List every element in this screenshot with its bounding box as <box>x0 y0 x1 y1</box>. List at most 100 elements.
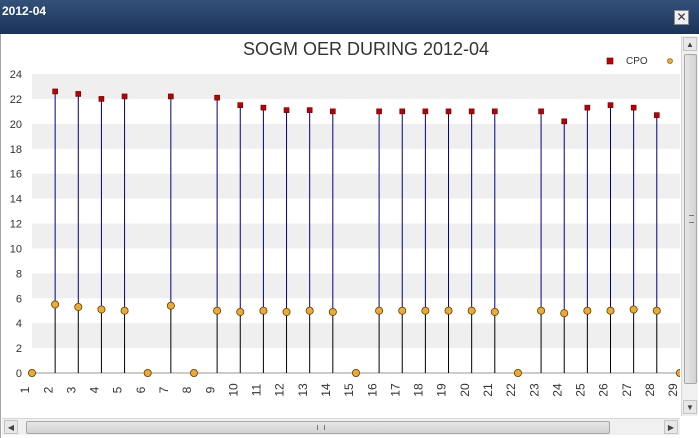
cpo-point <box>98 96 105 102</box>
chevron-up-icon: ▲ <box>686 40 694 49</box>
cpo-point <box>376 108 382 115</box>
cpo-point <box>168 93 174 100</box>
cpo-point <box>630 104 637 111</box>
scroll-right-button[interactable]: ▶ <box>664 420 678 434</box>
y-tick-label: 20 <box>10 119 22 131</box>
cpo-point <box>607 102 614 108</box>
x-tick-label: 10 <box>226 383 240 397</box>
cpo-point <box>561 118 568 125</box>
y-tick-label: 18 <box>10 144 22 156</box>
y-tick-label: 0 <box>16 368 22 380</box>
y-tick-label: 16 <box>10 169 22 181</box>
secondary-point <box>629 305 638 314</box>
secondary-point <box>652 306 661 315</box>
x-tick-label: 25 <box>574 383 588 397</box>
secondary-point <box>560 309 569 318</box>
y-tick-label: 12 <box>10 219 22 231</box>
scroll-down-button[interactable]: ▼ <box>683 400 697 414</box>
x-tick-label: 13 <box>296 383 310 397</box>
secondary-point <box>421 306 430 315</box>
secondary-point <box>513 368 522 377</box>
x-tick-label: 24 <box>550 383 564 397</box>
scroll-left-button[interactable]: ◀ <box>4 420 18 434</box>
window-title: 2012-04 <box>2 4 47 18</box>
x-tick-label: 23 <box>527 383 541 397</box>
grid-band <box>32 123 680 149</box>
cpo-point <box>468 108 475 115</box>
grid-band <box>32 323 680 349</box>
cpo-point <box>260 104 267 111</box>
x-tick-label: 17 <box>388 383 402 397</box>
secondary-point <box>259 306 268 315</box>
secondary-point <box>27 368 36 377</box>
x-tick-label: 27 <box>620 383 634 397</box>
x-tick-label: 11 <box>250 383 264 396</box>
x-tick-label: 21 <box>481 383 495 397</box>
x-tick-label: 4 <box>88 386 102 393</box>
x-tick-labels: 1 2 3 4 5 6 7 8 9 10 11 12 13 14 15 16 17 18 19 20 21 22 23 24 2… <box>18 383 680 397</box>
secondary-point <box>351 368 360 377</box>
x-tick-label: 3 <box>64 386 78 393</box>
grid-band <box>32 273 680 299</box>
secondary-point <box>166 301 175 310</box>
secondary-point <box>236 307 245 316</box>
x-tick-label: 1 <box>18 386 32 393</box>
secondary-point <box>606 306 615 315</box>
y-tick-label: 24 <box>10 69 22 81</box>
grip-icon <box>317 425 325 430</box>
x-tick-label: 5 <box>111 386 125 393</box>
cpo-point <box>491 108 498 115</box>
secondary-point <box>97 305 106 314</box>
chevron-down-icon: ▼ <box>686 403 694 412</box>
x-tick-label: 6 <box>134 386 148 393</box>
secondary-point <box>213 306 222 315</box>
cpo-point <box>52 88 58 95</box>
y-tick-label: 4 <box>16 318 22 330</box>
y-tick-label: 22 <box>10 94 22 106</box>
cpo-point <box>330 108 336 115</box>
y-tick-label: 6 <box>16 293 22 305</box>
scroll-up-button[interactable]: ▲ <box>683 37 697 51</box>
vertical-scroll-thumb[interactable] <box>684 54 697 384</box>
cpo-point <box>445 108 452 115</box>
cpo-point <box>75 91 82 97</box>
cpo-point <box>584 104 591 111</box>
y-tick-label: 10 <box>10 243 22 255</box>
chevron-left-icon: ◀ <box>7 423 15 432</box>
cpo-point <box>214 94 220 101</box>
x-tick-label: 26 <box>597 383 611 397</box>
secondary-point <box>444 306 453 315</box>
legend-cpo-marker <box>606 57 614 65</box>
vertical-scrollbar[interactable]: ▲ ▼ <box>681 36 698 416</box>
x-tick-label: 16 <box>365 383 379 397</box>
y-tick-label: 8 <box>16 268 22 280</box>
chart-legend: CPO <box>606 56 673 67</box>
close-icon: ✕ <box>676 10 687 24</box>
x-tick-label: 20 <box>458 383 472 397</box>
chevron-right-icon: ▶ <box>667 423 675 432</box>
y-tick-label: 2 <box>16 343 22 355</box>
x-tick-label: 28 <box>643 383 657 397</box>
cpo-point <box>422 108 429 115</box>
x-tick-label: 9 <box>203 386 217 393</box>
secondary-point <box>328 307 337 316</box>
x-tick-label: 8 <box>180 386 194 393</box>
x-tick-label: 2 <box>41 386 55 393</box>
cpo-point <box>306 107 313 113</box>
secondary-point <box>305 306 314 315</box>
chart-grid-bands <box>32 74 680 349</box>
x-tick-label: 12 <box>273 383 287 397</box>
horizontal-scroll-thumb[interactable] <box>26 421 610 434</box>
secondary-point <box>375 306 384 315</box>
secondary-point <box>120 306 129 315</box>
secondary-point <box>51 300 60 309</box>
secondary-point <box>398 306 407 315</box>
secondary-point <box>282 307 291 316</box>
secondary-point <box>537 306 546 315</box>
horizontal-scrollbar[interactable]: ◀ ▶ <box>2 418 680 435</box>
cpo-point <box>237 102 244 108</box>
secondary-point <box>189 368 198 377</box>
close-button[interactable]: ✕ <box>674 10 689 25</box>
